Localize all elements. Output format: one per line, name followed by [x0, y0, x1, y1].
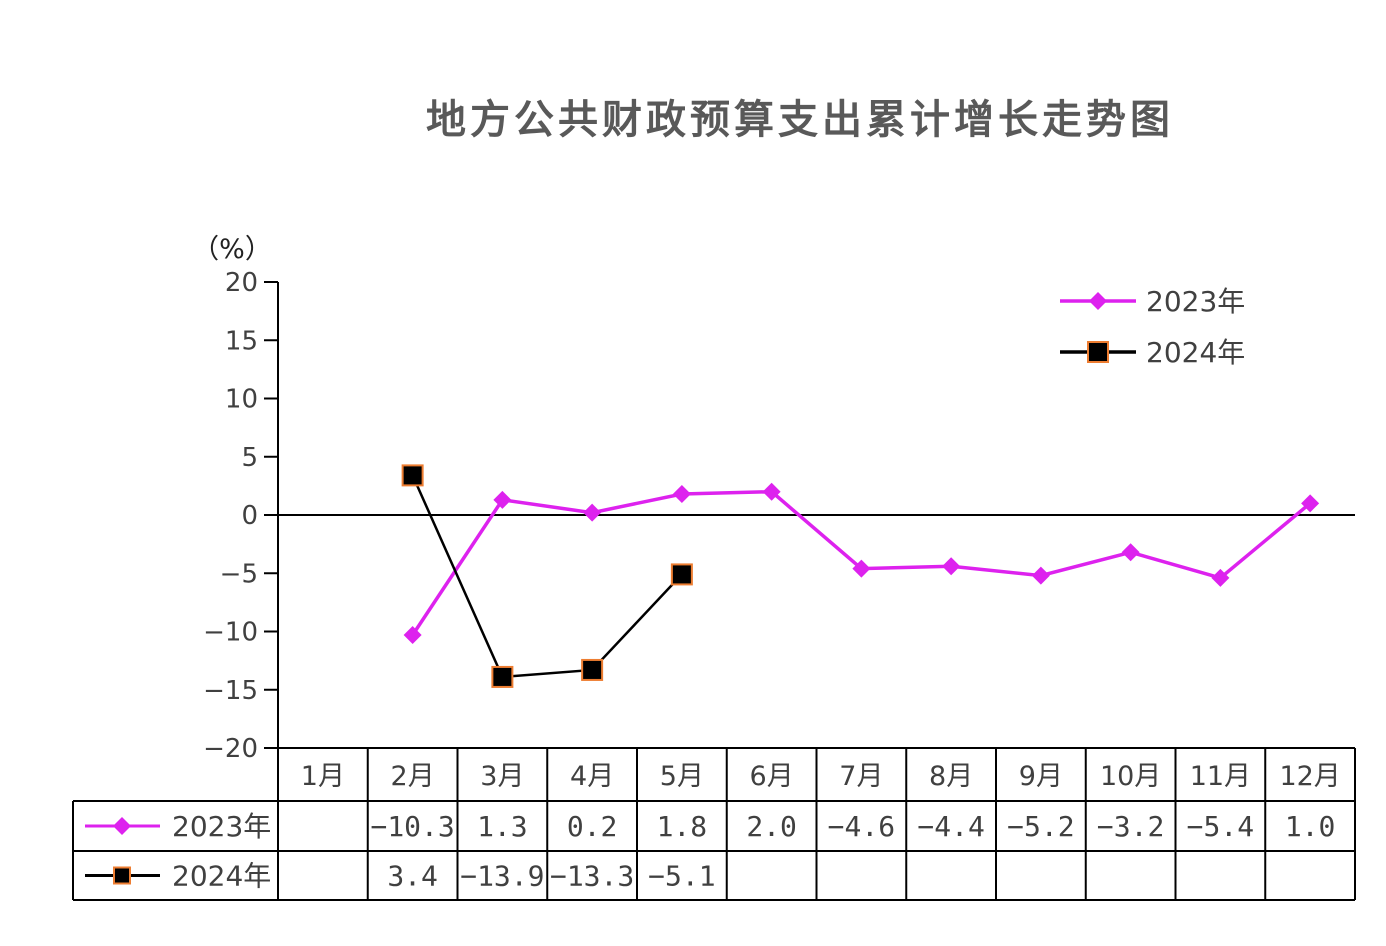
table-cell-value: −5.1 [648, 860, 715, 893]
table-cell-value: 1.0 [1285, 810, 1336, 843]
data-point-2023 [762, 482, 781, 501]
y-tick-label: 0 [241, 501, 258, 531]
table-cell-value: 1.8 [657, 810, 708, 843]
category-label: 4月 [570, 761, 614, 792]
legend-label: 2024年 [1146, 336, 1245, 369]
y-tick-label: −20 [203, 734, 258, 764]
data-point-2024 [401, 464, 424, 487]
chart-title: 地方公共财政预算支出累计增长走势图 [426, 97, 1174, 143]
table-cell-value: −13.3 [550, 860, 634, 893]
data-point-2024 [670, 563, 693, 586]
category-label: 8月 [929, 761, 973, 792]
data-point-2023 [493, 490, 512, 509]
category-label: 12月 [1279, 761, 1340, 792]
table-cell-value: −4.6 [828, 810, 895, 843]
series-line-2024 [411, 474, 683, 679]
table-cell-value: 1.3 [477, 810, 528, 843]
y-tick-label: −15 [203, 676, 258, 706]
category-label: 7月 [839, 761, 883, 792]
table-cell-value: −13.9 [460, 860, 544, 893]
data-point-2023 [1211, 568, 1230, 587]
legend: 2023年 2024年 [1060, 285, 1245, 369]
table-cell-value: −5.4 [1187, 810, 1254, 843]
legend-marker [1087, 341, 1109, 363]
data-table: 1月 2月 3月 4月 5月 6月 7月 8月 9月 10月 11月 12月 2023年 −10.3 1.3… [85, 761, 1341, 893]
y-axis: 20 15 10 5 0 −5 −10 −15 −20 [203, 268, 1355, 764]
table-legend-marker [113, 866, 131, 885]
category-label: 5月 [660, 761, 704, 792]
category-label: 3月 [480, 761, 524, 792]
plot-area [401, 464, 1320, 688]
data-point-2023 [672, 485, 691, 504]
category-label: 9月 [1019, 761, 1063, 792]
legend-label: 2023年 [1146, 285, 1245, 318]
y-tick-label: 10 [225, 385, 258, 415]
table-cell-value: 0.2 [567, 810, 618, 843]
data-point-2023 [583, 503, 602, 522]
category-label: 11月 [1190, 761, 1251, 792]
table-cell-value: −3.2 [1097, 810, 1164, 843]
data-point-2024 [491, 665, 514, 688]
table-cell-value: 2.0 [746, 810, 797, 843]
table-legend-marker [113, 817, 131, 835]
table-cell-value: −5.2 [1007, 810, 1074, 843]
category-label: 2月 [391, 761, 435, 792]
category-label: 1月 [301, 761, 345, 792]
table-cell-value: −10.3 [370, 810, 454, 843]
y-tick-label: 5 [241, 443, 258, 473]
data-point-2023 [1301, 494, 1320, 513]
y-tick-label: −10 [203, 618, 258, 648]
y-axis-unit: （%） [192, 234, 272, 265]
table-cell-value: −4.4 [917, 810, 984, 843]
data-point-2023 [852, 559, 871, 578]
data-point-2023 [403, 625, 422, 644]
data-point-2023 [1121, 543, 1140, 562]
legend-marker [1089, 292, 1107, 310]
category-label: 6月 [750, 761, 794, 792]
category-label: 10月 [1100, 761, 1161, 792]
y-tick-label: 15 [225, 326, 258, 356]
y-tick-label: 20 [225, 268, 258, 298]
table-grid [72, 747, 1356, 901]
table-series-name: 2023年 [172, 810, 271, 843]
y-tick-label: −5 [220, 559, 258, 589]
table-cell-value: 3.4 [387, 860, 438, 893]
data-point-2023 [1031, 566, 1050, 585]
table-series-name: 2024年 [172, 860, 271, 893]
data-point-2024 [581, 658, 604, 681]
data-point-2023 [942, 557, 961, 576]
